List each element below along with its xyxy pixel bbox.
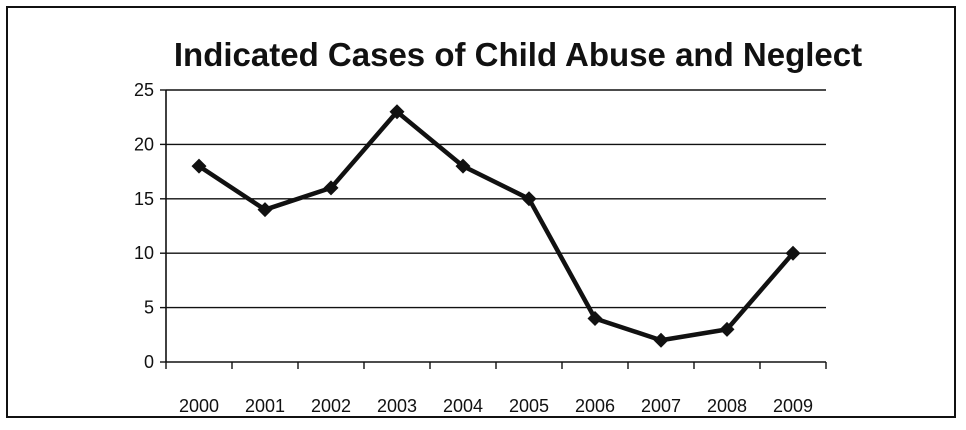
data-point-2009 [785, 245, 801, 261]
x-tick-label-2003: 2003 [377, 396, 417, 416]
x-tick-label-2002: 2002 [311, 396, 351, 416]
y-tick-label-25: 25 [134, 80, 154, 100]
series-group [191, 104, 801, 348]
data-point-2000 [191, 158, 207, 174]
data-point-2007 [653, 332, 669, 348]
y-tick-label-15: 15 [134, 189, 154, 209]
chart-frame [6, 6, 956, 418]
data-point-2005 [521, 191, 537, 207]
data-point-2008 [719, 321, 735, 337]
x-axis-labels: 2000 2001 2002 2003 2004 2005 2006 2007 2008 2009 [179, 396, 813, 416]
y-tick-label-10: 10 [134, 243, 154, 263]
x-tick-label-2005: 2005 [509, 396, 549, 416]
y-tick-label-20: 20 [134, 134, 154, 154]
x-tick-label-2000: 2000 [179, 396, 219, 416]
gridlines [166, 89, 826, 309]
x-tick-label-2008: 2008 [707, 396, 747, 416]
y-axis-labels: 0 5 10 15 20 25 [134, 80, 154, 372]
y-tick-label-0: 0 [144, 352, 154, 372]
data-point-2002 [323, 180, 339, 196]
x-tick-label-2001: 2001 [245, 396, 285, 416]
data-point-2006 [587, 310, 603, 326]
data-point-2001 [257, 202, 273, 218]
chart-title: Indicated Cases of Child Abuse and Negle… [174, 36, 862, 73]
series-line-0 [197, 109, 795, 343]
x-tick-label-2009: 2009 [773, 396, 813, 416]
data-point-2003 [389, 104, 405, 120]
y-tick-label-5: 5 [144, 298, 154, 318]
axes [160, 89, 827, 369]
x-tick-label-2007: 2007 [641, 396, 681, 416]
x-tick-label-2006: 2006 [575, 396, 615, 416]
data-point-2004 [455, 158, 471, 174]
x-tick-label-2004: 2004 [443, 396, 483, 416]
